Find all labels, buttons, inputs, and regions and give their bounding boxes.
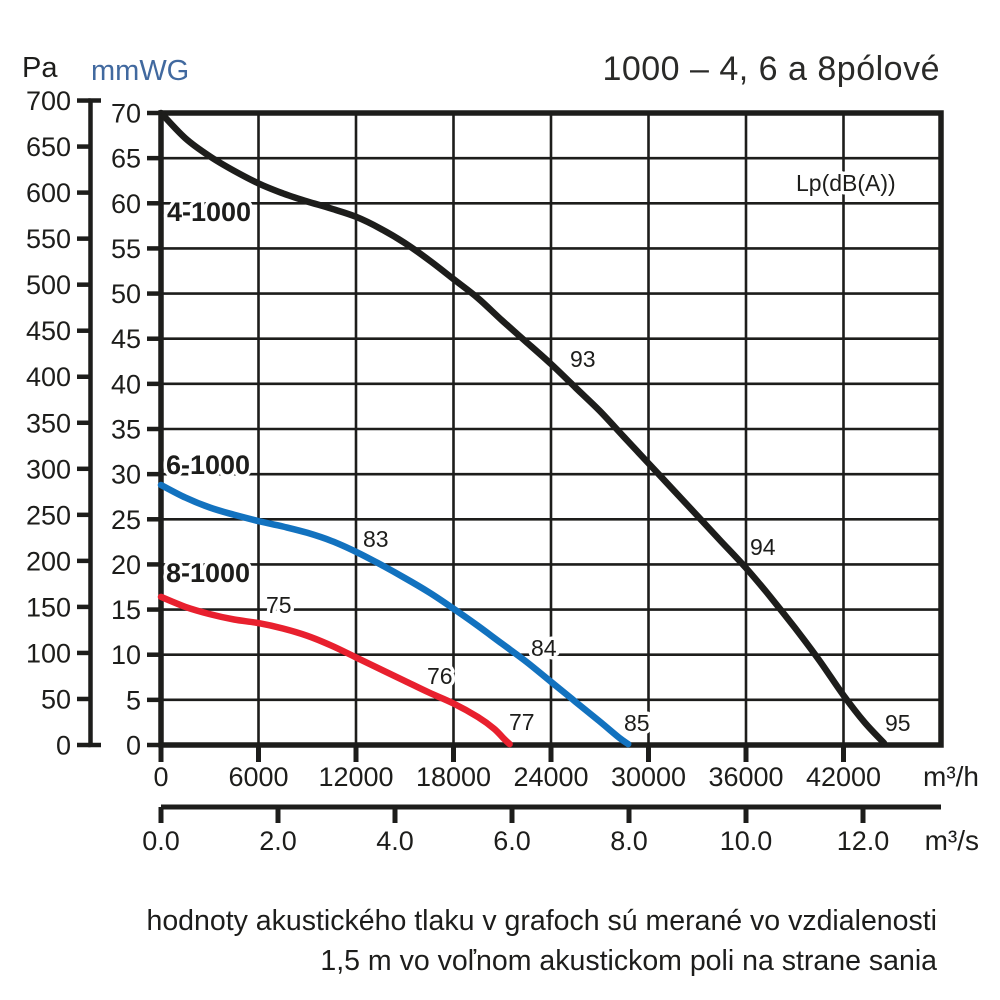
- db-label-6-1000-83: 83: [363, 526, 389, 552]
- pa-tick-label: 700: [26, 86, 71, 116]
- db-label-4-1000-93: 93: [570, 346, 596, 372]
- curve-label-8-1000: 8-1000: [166, 558, 250, 588]
- measurement-note-line-2: 1,5 m vo voľnom akustickom poli na stran…: [320, 945, 937, 977]
- mmwg-tick-label: 70: [111, 99, 141, 129]
- mmwg-tick-label: 65: [111, 144, 141, 174]
- pa-tick-label: 250: [26, 500, 71, 530]
- pa-axis-title: Pa: [22, 52, 58, 84]
- db-label-4-1000-94: 94: [750, 534, 776, 560]
- db-label-8-1000-75: 75: [266, 592, 292, 618]
- pa-tick-label: 400: [26, 362, 71, 392]
- m3h-tick-label: 36000: [708, 762, 783, 792]
- m3h-tick-label: 30000: [611, 762, 686, 792]
- measurement-note-line-1: hodnoty akustického tlaku v grafoch sú m…: [146, 905, 937, 937]
- curves: 4-1000 6-1000 8-1000: [157, 109, 888, 748]
- m3s-tick-label: 10.0: [720, 826, 773, 856]
- pa-tick-label: 550: [26, 224, 71, 254]
- m3s-tick-label: 6.0: [493, 826, 531, 856]
- curve-8-1000: [157, 593, 513, 748]
- m3s-tick-label: 2.0: [259, 826, 297, 856]
- pa-tick-label: 200: [26, 546, 71, 576]
- m3s-axis: 0.0 2.0 4.0 6.0 8.0 10.0 12.0 m³/s: [142, 804, 979, 856]
- pa-tick-label: 600: [26, 178, 71, 208]
- mmwg-tick-label: 20: [111, 550, 141, 580]
- mmwg-tick-label: 25: [111, 505, 141, 535]
- pa-tick-label: 450: [26, 316, 71, 346]
- plot-grid: [161, 113, 941, 745]
- pa-axis-bracket: [88, 98, 101, 748]
- pa-axis: 7006506005505004504003503002502001501005…: [26, 86, 101, 761]
- pa-tick-label: 350: [26, 408, 71, 438]
- db-label-6-1000-85: 85: [624, 710, 650, 736]
- mmwg-tick-label: 45: [111, 324, 141, 354]
- mmwg-tick-label: 0: [126, 731, 141, 761]
- mmwg-tick-label: 60: [111, 189, 141, 219]
- db-label-8-1000-76: 76: [427, 663, 453, 689]
- mmwg-tick-label: 30: [111, 460, 141, 490]
- curve-4-1000: [157, 109, 888, 747]
- m3h-tick-label: 0: [153, 762, 168, 792]
- curve-label-6-1000: 6-1000: [166, 450, 250, 480]
- m3h-tick-label: 12000: [318, 762, 393, 792]
- pa-tick-label: 0: [56, 731, 71, 761]
- chart-title: 1000 – 4, 6 a 8pólové: [602, 50, 940, 88]
- sound-pressure-annotations: Lp(dB(A)) 93 94 95 83 84 85 75 76 77: [263, 167, 915, 740]
- m3s-tick-label: 0.0: [142, 826, 180, 856]
- m3s-tick-label: 8.0: [610, 826, 648, 856]
- m3s-tick-label: 12.0: [837, 826, 890, 856]
- curve-label-4-1000: 4-1000: [167, 197, 251, 227]
- mmwg-tick-label: 40: [111, 369, 141, 399]
- pa-tick-label: 500: [26, 270, 71, 300]
- mmwg-tick-label: 5: [126, 685, 141, 715]
- db-label-8-1000-77: 77: [509, 709, 535, 735]
- pa-tick-label: 50: [41, 684, 71, 714]
- pa-tick-label: 300: [26, 454, 71, 484]
- m3h-tick-label: 42000: [806, 762, 881, 792]
- m3h-tick-label: 24000: [513, 762, 588, 792]
- curve-6-1000: [157, 481, 632, 748]
- m3s-tick-label: 4.0: [376, 826, 414, 856]
- m3h-unit-label: m³/h: [923, 761, 979, 792]
- m3h-tick-label: 18000: [416, 762, 491, 792]
- pa-tick-label: 650: [26, 132, 71, 162]
- db-label-6-1000-84: 84: [531, 635, 557, 661]
- mmwg-tick-label: 35: [111, 415, 141, 445]
- mmwg-axis-title: mmWG: [91, 55, 190, 87]
- mmwg-tick-label: 10: [111, 640, 141, 670]
- m3h-axis: 0 6000 12000 18000 24000 30000 36000 42000 m³/h: [153, 747, 979, 792]
- mmwg-tick-label: 15: [111, 595, 141, 625]
- m3h-tick-label: 6000: [228, 762, 288, 792]
- pa-tick-label: 100: [26, 638, 71, 668]
- sound-pressure-unit-label: Lp(dB(A)): [796, 170, 896, 196]
- fan-curves-plot: 7065605550454035302520151050700650600550…: [26, 86, 979, 856]
- m3s-unit-label: m³/s: [925, 825, 979, 856]
- measurement-note: hodnoty akustického tlaku v grafoch sú m…: [146, 901, 937, 981]
- pa-tick-label: 150: [26, 592, 71, 622]
- db-label-4-1000-95: 95: [885, 710, 911, 736]
- mmwg-tick-label: 55: [111, 234, 141, 264]
- mmwg-tick-label: 50: [111, 279, 141, 309]
